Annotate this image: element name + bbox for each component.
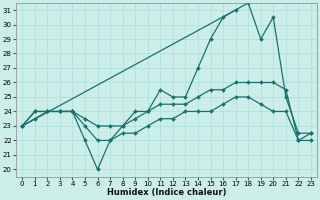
X-axis label: Humidex (Indice chaleur): Humidex (Indice chaleur) <box>107 188 226 197</box>
